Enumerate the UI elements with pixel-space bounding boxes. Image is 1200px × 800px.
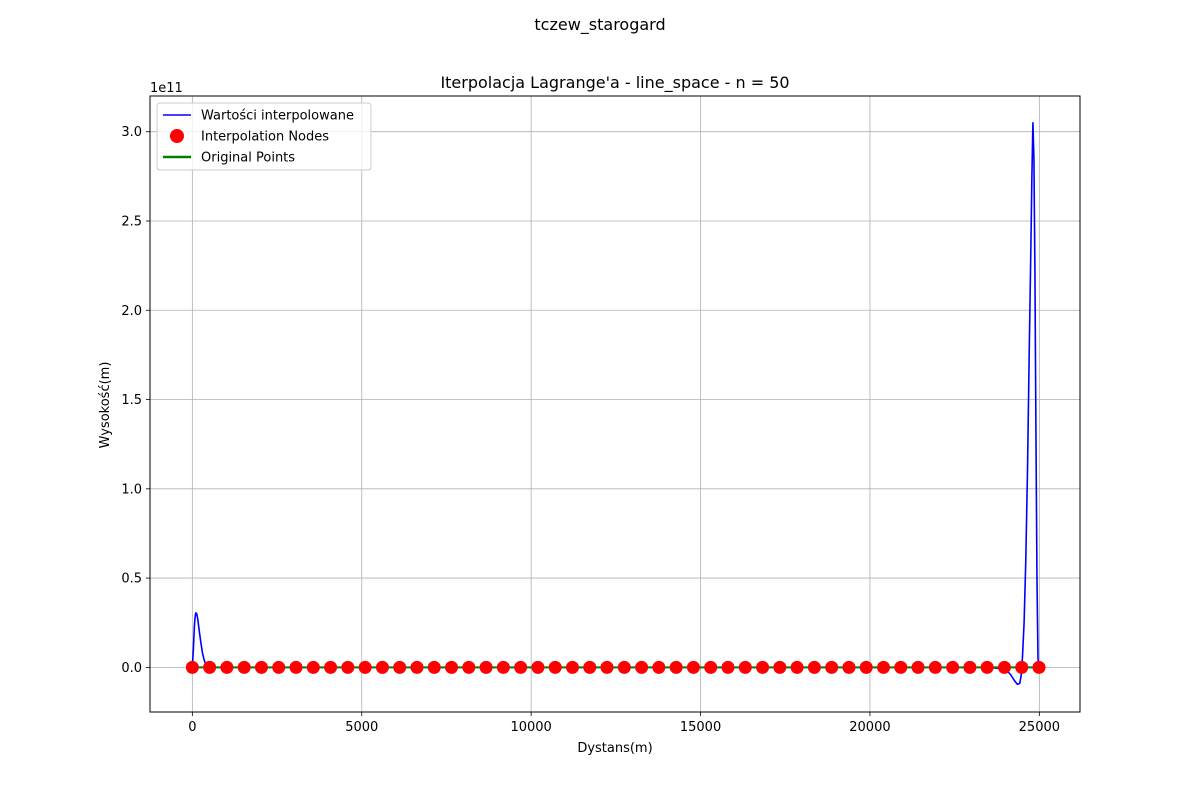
x-tick-label: 15000 bbox=[680, 720, 721, 735]
y-tick-label: 0.5 bbox=[121, 572, 142, 587]
interpolation-node-point bbox=[721, 661, 734, 674]
interpolation-node-point bbox=[929, 661, 942, 674]
interpolation-node-point bbox=[652, 661, 665, 674]
interpolation-node-point bbox=[376, 661, 389, 674]
interpolation-node-point bbox=[791, 661, 804, 674]
interpolation-node-point bbox=[359, 661, 372, 674]
legend-label: Wartości interpolowane bbox=[201, 109, 354, 124]
interpolation-node-point bbox=[324, 661, 337, 674]
interpolation-node-point bbox=[756, 661, 769, 674]
series-line-warto-ci-interpolowane bbox=[192, 123, 1039, 685]
interpolation-node-point bbox=[549, 661, 562, 674]
interpolation-node-point bbox=[842, 661, 855, 674]
interpolation-node-point bbox=[635, 661, 648, 674]
interpolation-node-point bbox=[393, 661, 406, 674]
interpolation-node-point bbox=[307, 661, 320, 674]
plot-series bbox=[186, 123, 1046, 685]
interpolation-node-point bbox=[255, 661, 268, 674]
interpolation-node-point bbox=[272, 661, 285, 674]
interpolation-node-point bbox=[186, 661, 199, 674]
interpolation-node-point bbox=[773, 661, 786, 674]
interpolation-node-point bbox=[238, 661, 251, 674]
interpolation-node-point bbox=[808, 661, 821, 674]
interpolation-node-point bbox=[428, 661, 441, 674]
interpolation-node-point bbox=[566, 661, 579, 674]
interpolation-node-point bbox=[497, 661, 510, 674]
chart-title: Iterpolacja Lagrange'a - line_space - n … bbox=[440, 73, 789, 93]
interpolation-node-point bbox=[704, 661, 717, 674]
interpolation-node-point bbox=[963, 661, 976, 674]
legend-swatch-marker bbox=[170, 129, 184, 143]
interpolation-node-point bbox=[410, 661, 423, 674]
x-tick-label: 20000 bbox=[849, 720, 890, 735]
interpolation-node-point bbox=[825, 661, 838, 674]
interpolation-node-point bbox=[670, 661, 683, 674]
interpolation-node-point bbox=[894, 661, 907, 674]
interpolation-node-point bbox=[981, 661, 994, 674]
interpolation-node-point bbox=[601, 661, 614, 674]
interpolation-node-point bbox=[687, 661, 700, 674]
y-tick-label: 2.0 bbox=[121, 304, 142, 319]
interpolation-node-point bbox=[203, 661, 216, 674]
y-tick-label: 1.5 bbox=[121, 393, 142, 408]
x-axis-label: Dystans(m) bbox=[577, 741, 652, 756]
legend: Wartości interpolowane Interpolation Node… bbox=[157, 103, 371, 170]
plot-frame bbox=[150, 96, 1080, 712]
y-axis-label: Wysokość(m) bbox=[98, 362, 113, 449]
y-offset-label: 1e11 bbox=[150, 81, 183, 96]
interpolation-node-point bbox=[998, 661, 1011, 674]
interpolation-node-point bbox=[1015, 661, 1028, 674]
interpolation-node-point bbox=[462, 661, 475, 674]
interpolation-node-point bbox=[220, 661, 233, 674]
interpolation-node-point bbox=[480, 661, 493, 674]
interpolation-node-point bbox=[739, 661, 752, 674]
interpolation-node-point bbox=[860, 661, 873, 674]
y-tick-label: 0.0 bbox=[121, 661, 142, 676]
legend-label: Interpolation Nodes bbox=[201, 130, 329, 145]
interpolation-node-point bbox=[946, 661, 959, 674]
figure-suptitle: tczew_starogard bbox=[534, 15, 665, 35]
x-tick-label: 25000 bbox=[1019, 720, 1060, 735]
interpolation-node-point bbox=[912, 661, 925, 674]
legend-label: Original Points bbox=[201, 151, 295, 166]
interpolation-node-point bbox=[1033, 661, 1046, 674]
axis-ticks: 0 5000 10000 15000 20000 25000 0.0 0.5 1.0 1.5 2.0… bbox=[121, 125, 1060, 735]
y-tick-label: 1.0 bbox=[121, 482, 142, 497]
y-tick-label: 2.5 bbox=[121, 214, 142, 229]
x-tick-label: 10000 bbox=[510, 720, 551, 735]
x-tick-label: 0 bbox=[188, 720, 196, 735]
interpolation-node-point bbox=[583, 661, 596, 674]
interpolation-node-point bbox=[341, 661, 354, 674]
interpolation-node-point bbox=[531, 661, 544, 674]
interpolation-node-point bbox=[290, 661, 303, 674]
interpolation-node-point bbox=[514, 661, 527, 674]
interpolation-node-point bbox=[877, 661, 890, 674]
grid bbox=[150, 96, 1080, 712]
interpolation-node-point bbox=[445, 661, 458, 674]
interpolation-node-point bbox=[618, 661, 631, 674]
y-tick-label: 3.0 bbox=[121, 125, 142, 140]
x-tick-label: 5000 bbox=[345, 720, 378, 735]
